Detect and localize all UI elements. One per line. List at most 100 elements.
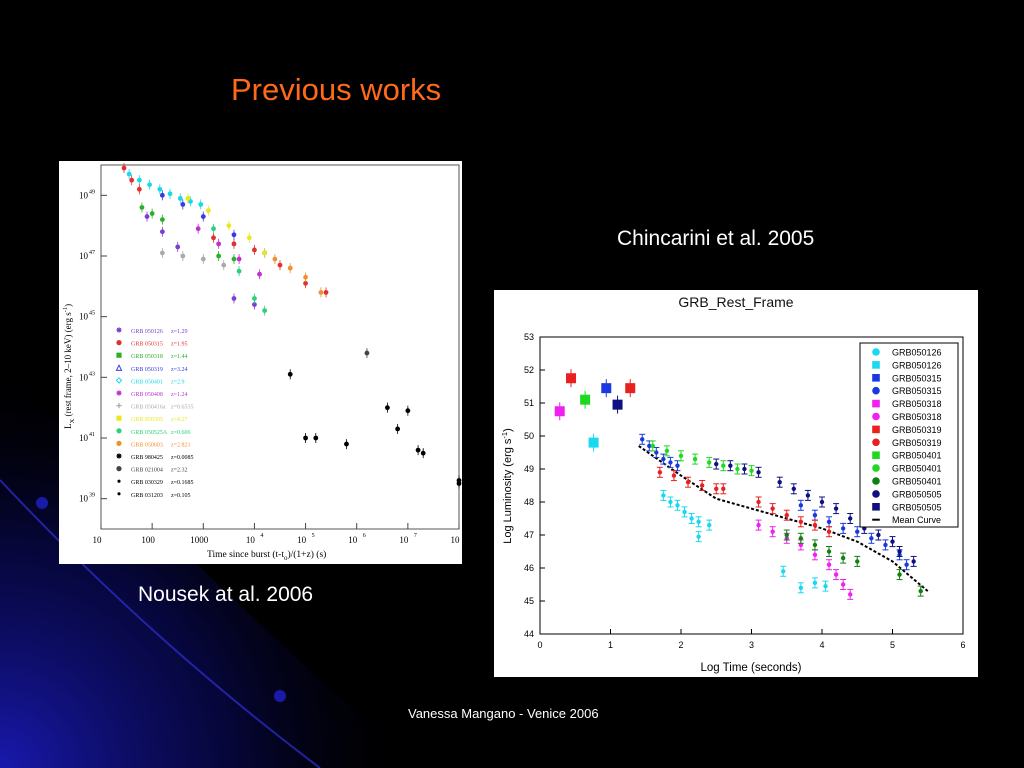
legend-redshift: z=2.9 bbox=[171, 379, 185, 385]
y-tick-label: 10 bbox=[79, 312, 89, 322]
legend-redshift: z=0.606 bbox=[171, 430, 191, 436]
caption-chincarini: Chincarini et al. 2005 bbox=[617, 227, 815, 250]
x-tick-label: 1 bbox=[608, 640, 613, 650]
y-axis-label-sup: -1 bbox=[62, 307, 69, 312]
legend-label: GRB 050319 bbox=[131, 367, 163, 373]
data-point bbox=[159, 192, 165, 198]
data-point bbox=[883, 542, 888, 548]
data-point bbox=[812, 552, 818, 557]
y-tick-label: 10 bbox=[79, 433, 89, 443]
data-point bbox=[756, 470, 761, 475]
data-point bbox=[848, 592, 853, 597]
data-point bbox=[231, 256, 237, 262]
legend-marker bbox=[116, 327, 122, 333]
y-tick-label: 52 bbox=[524, 365, 534, 375]
data-point bbox=[129, 177, 135, 183]
data-point bbox=[749, 468, 754, 473]
legend-marker bbox=[872, 399, 880, 408]
data-point bbox=[714, 461, 719, 467]
data-point bbox=[167, 191, 173, 197]
data-point bbox=[742, 466, 747, 472]
data-point bbox=[211, 226, 216, 232]
x-tick-label: 2 bbox=[678, 640, 683, 650]
legend-redshift: z=0.1685 bbox=[171, 480, 194, 486]
data-point bbox=[756, 499, 761, 505]
x-axis-label-rest: )/(1+z) (s) bbox=[287, 549, 326, 560]
data-point bbox=[668, 460, 673, 465]
data-point bbox=[318, 290, 324, 295]
legend-marker bbox=[117, 479, 121, 483]
legend-marker bbox=[116, 390, 122, 396]
data-point bbox=[206, 208, 211, 213]
data-point bbox=[682, 509, 687, 515]
data-point bbox=[840, 582, 846, 587]
legend-label: GRB050126 bbox=[892, 348, 942, 358]
slide-title: Previous works bbox=[231, 72, 442, 107]
data-point bbox=[714, 486, 719, 491]
data-point bbox=[231, 296, 237, 301]
data-point bbox=[647, 443, 652, 449]
legend-marker bbox=[116, 453, 122, 459]
data-point bbox=[661, 456, 666, 462]
data-point bbox=[257, 271, 262, 277]
legend-marker bbox=[116, 352, 122, 358]
y-axis-label: LX (rest frame, 2–10 keV) (erg s-1) bbox=[62, 304, 76, 429]
data-point bbox=[812, 580, 818, 586]
legend-redshift: z=0.6535 bbox=[171, 405, 194, 411]
legend-marker bbox=[872, 464, 880, 472]
legend-label: GRB 031203 bbox=[131, 493, 163, 499]
legend-marker bbox=[872, 386, 880, 395]
data-point bbox=[252, 296, 257, 301]
data-point bbox=[236, 256, 242, 262]
y-tick-exponent: 47 bbox=[89, 250, 95, 256]
x-tick-label: 4 bbox=[819, 640, 824, 650]
data-point bbox=[236, 268, 242, 274]
data-point bbox=[826, 562, 832, 567]
data-point bbox=[405, 408, 411, 414]
legend-marker bbox=[872, 374, 880, 382]
legend-label: GRB050401 bbox=[892, 464, 942, 474]
data-point bbox=[180, 253, 186, 259]
data-point bbox=[272, 256, 278, 262]
y-tick-label: 50 bbox=[524, 431, 534, 441]
y-tick-label: 46 bbox=[524, 563, 534, 573]
legend-label: GRB050319 bbox=[892, 425, 942, 435]
y-axis-label-end: ) bbox=[502, 428, 514, 432]
y-tick-label: 10 bbox=[79, 494, 89, 504]
data-point bbox=[876, 532, 881, 538]
data-point bbox=[252, 302, 257, 307]
legend-label: GRB 050603 bbox=[131, 442, 163, 448]
y-tick-label: 53 bbox=[524, 332, 534, 342]
x-axis-label-sub: o bbox=[284, 554, 288, 562]
legend-marker bbox=[116, 440, 122, 446]
legend-label: GRB 050401 bbox=[131, 379, 163, 385]
legend-label: GRB 050318 bbox=[131, 354, 163, 360]
y-axis-label-main: L bbox=[63, 424, 73, 430]
legend-redshift: z=1.24 bbox=[171, 392, 188, 398]
data-point bbox=[668, 499, 673, 505]
y-axis-label: Log Luminosity (erg s-1) bbox=[500, 428, 514, 544]
legend-redshift: z=1.29 bbox=[171, 329, 188, 335]
data-point bbox=[177, 195, 183, 201]
x-tick-exponent: 4 bbox=[260, 533, 263, 539]
data-point bbox=[728, 463, 733, 468]
data-point bbox=[869, 536, 874, 541]
legend-label: GRB 050505 bbox=[131, 417, 163, 423]
data-point bbox=[791, 486, 796, 491]
data-point bbox=[221, 262, 227, 268]
data-point bbox=[121, 165, 127, 171]
data-point bbox=[826, 519, 832, 524]
legend-marker bbox=[116, 403, 122, 409]
data-point bbox=[216, 253, 222, 259]
data-point bbox=[707, 460, 712, 465]
y-tick-exponent: 43 bbox=[89, 371, 95, 377]
y-tick-label: 44 bbox=[524, 629, 534, 639]
legend-label: GRB 050416a bbox=[131, 405, 166, 411]
data-point bbox=[246, 235, 252, 241]
legend-marker bbox=[872, 490, 880, 498]
data-point bbox=[826, 529, 832, 534]
y-tick-exponent: 41 bbox=[89, 432, 95, 438]
legend-marker bbox=[116, 466, 122, 472]
legend-label: GRB050505 bbox=[892, 502, 942, 512]
data-point bbox=[798, 519, 804, 524]
